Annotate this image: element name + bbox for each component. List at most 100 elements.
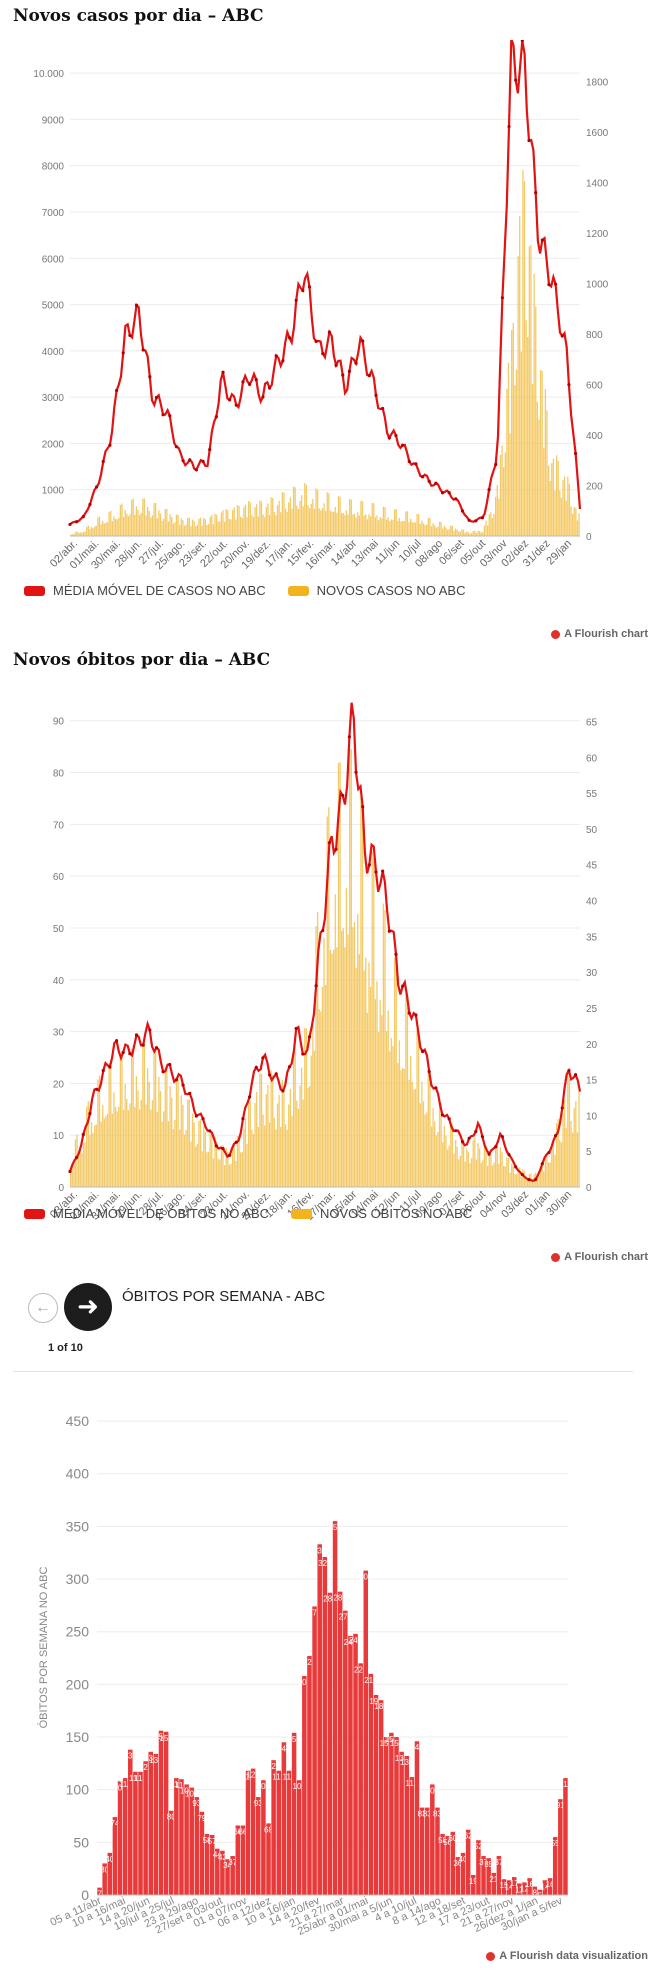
bar bbox=[171, 1097, 173, 1187]
bar bbox=[302, 1099, 304, 1187]
line-point bbox=[394, 952, 398, 956]
bar bbox=[555, 455, 558, 536]
flourish-logo-icon bbox=[486, 1951, 496, 1961]
line-point bbox=[75, 520, 79, 524]
bar bbox=[190, 526, 192, 536]
flourish-credit[interactable]: A Flourish chart bbox=[551, 628, 648, 640]
line-point bbox=[168, 414, 172, 418]
line-point bbox=[194, 1114, 198, 1118]
bar bbox=[562, 1113, 564, 1187]
previous-button[interactable]: ← bbox=[28, 1293, 58, 1323]
bar-value-label: 57 bbox=[208, 1837, 217, 1846]
bar bbox=[328, 807, 330, 1187]
bar bbox=[323, 503, 325, 536]
line-point bbox=[154, 1046, 159, 1050]
bar bbox=[337, 1591, 343, 1895]
line-point bbox=[447, 1117, 451, 1121]
bar bbox=[106, 522, 109, 536]
bar bbox=[551, 1145, 553, 1187]
credit-label: A Flourish chart bbox=[564, 1251, 648, 1263]
legend-label[interactable]: MÉDIA MÓVEL DE ÓBITOS NO ABC bbox=[53, 1206, 269, 1221]
line-point bbox=[314, 339, 318, 344]
bar bbox=[336, 512, 338, 536]
bar bbox=[490, 512, 492, 536]
bar bbox=[183, 525, 186, 536]
flourish-credit[interactable]: A Flourish chart bbox=[551, 1251, 648, 1263]
bar bbox=[164, 508, 166, 536]
bar bbox=[573, 1108, 575, 1187]
legend-label[interactable]: NOVOS CASOS NO ABC bbox=[316, 583, 466, 598]
bar bbox=[450, 1831, 456, 1895]
bar bbox=[302, 1675, 307, 1895]
line-point bbox=[234, 1140, 238, 1144]
bar bbox=[406, 511, 409, 536]
bar-value-label: 274 bbox=[308, 1608, 322, 1617]
y2-tick-label: 45 bbox=[586, 861, 598, 872]
bar bbox=[159, 513, 162, 536]
bar bbox=[169, 514, 171, 536]
bar bbox=[495, 496, 497, 536]
bar bbox=[358, 954, 360, 1187]
bar bbox=[240, 1152, 242, 1187]
bar-value-label: 8 bbox=[532, 1889, 537, 1898]
divider bbox=[13, 1371, 633, 1372]
line-point bbox=[547, 283, 551, 287]
bar-value-label: 112 bbox=[405, 1779, 418, 1788]
bar bbox=[318, 1009, 320, 1187]
bar bbox=[188, 1099, 190, 1187]
bar bbox=[321, 986, 324, 1187]
bar-value-label: 155 bbox=[159, 1734, 173, 1743]
bar bbox=[499, 1147, 502, 1187]
bar bbox=[187, 1099, 189, 1187]
bar bbox=[222, 510, 224, 536]
y-tick-label: 2000 bbox=[42, 439, 65, 450]
bar bbox=[135, 506, 138, 536]
bar bbox=[211, 514, 213, 536]
bar bbox=[558, 1799, 563, 1895]
bar bbox=[286, 1129, 288, 1187]
line-point bbox=[367, 373, 371, 378]
bar bbox=[562, 479, 564, 536]
bar bbox=[511, 1163, 513, 1187]
bar-value-label: 58 bbox=[203, 1836, 212, 1845]
legend-label[interactable]: NOVOS ÓBITOS NO ABC bbox=[320, 1206, 473, 1221]
bar-value-label: 42 bbox=[218, 1853, 227, 1862]
bar bbox=[90, 1122, 93, 1187]
legend-label[interactable]: MÉDIA MÓVEL DE CASOS NO ABC bbox=[53, 583, 266, 598]
bar bbox=[527, 337, 529, 536]
bar bbox=[134, 1107, 136, 1187]
bar bbox=[146, 1067, 149, 1187]
line-point bbox=[354, 770, 358, 774]
bar-value-label: 154 bbox=[385, 1735, 399, 1744]
bar bbox=[172, 523, 174, 536]
bar bbox=[567, 1072, 569, 1187]
bar bbox=[515, 369, 518, 536]
line-point bbox=[520, 40, 524, 43]
bar-value-label: 37 bbox=[228, 1858, 237, 1867]
bar-value-label: 117 bbox=[134, 1774, 147, 1783]
bar bbox=[490, 1154, 492, 1187]
bar bbox=[289, 497, 292, 536]
bar bbox=[421, 520, 423, 536]
bar bbox=[284, 508, 287, 536]
bar bbox=[288, 1104, 290, 1187]
bar bbox=[117, 1781, 123, 1895]
bar bbox=[345, 510, 348, 536]
bar bbox=[261, 1780, 266, 1895]
flourish-credit[interactable]: A Flourish data visualization bbox=[486, 1950, 648, 1962]
next-button[interactable]: ➜ bbox=[64, 1283, 112, 1331]
bar bbox=[498, 498, 500, 536]
bar bbox=[122, 517, 125, 536]
bar bbox=[462, 529, 465, 536]
bar-value-label: 208 bbox=[298, 1678, 312, 1687]
bar bbox=[81, 1152, 83, 1187]
line-point bbox=[81, 1132, 85, 1137]
bar bbox=[403, 521, 405, 536]
bar-value-label: 110 bbox=[175, 1781, 188, 1790]
bar bbox=[316, 489, 319, 536]
bar bbox=[400, 1070, 402, 1187]
bar bbox=[132, 1045, 134, 1187]
bar bbox=[512, 1165, 514, 1187]
line-point bbox=[454, 1129, 458, 1133]
bar bbox=[403, 1068, 405, 1187]
